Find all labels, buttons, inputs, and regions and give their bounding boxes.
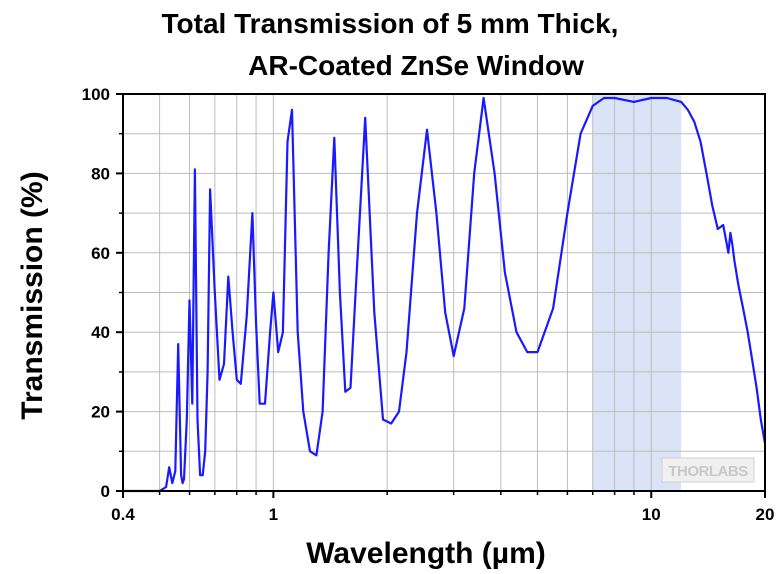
x-axis-tick-labels: 0.4 1 10 20: [111, 505, 774, 524]
thorlabs-logo: THORLABS: [661, 457, 755, 483]
logo-box: [661, 457, 755, 483]
y-tick-label: 60: [91, 244, 110, 263]
x-axis-title: Wavelength (µm): [306, 537, 546, 570]
transmission-series-line: [123, 96, 767, 493]
y-axis-title: Transmission (%): [16, 171, 49, 419]
y-tick-label: 80: [91, 164, 110, 183]
y-tick-label: 40: [91, 323, 110, 342]
y-tick-label: 20: [91, 403, 110, 422]
y-axis-tick-labels: 0 20 40 60 80 100: [82, 85, 110, 501]
x-tick-label: 10: [642, 505, 661, 524]
axis-ticks: [116, 93, 766, 498]
x-tick-label: 20: [756, 505, 775, 524]
chart-title-line-2: AR-Coated ZnSe Window: [248, 50, 584, 81]
y-tick-label: 100: [82, 85, 110, 104]
x-tick-label: 0.4: [111, 505, 135, 524]
chart-title-line-1: Total Transmission of 5 mm Thick,: [161, 8, 619, 39]
logo-text: THORLABS: [668, 463, 748, 480]
y-tick-label: 0: [101, 482, 110, 501]
x-tick-label: 1: [269, 505, 278, 524]
